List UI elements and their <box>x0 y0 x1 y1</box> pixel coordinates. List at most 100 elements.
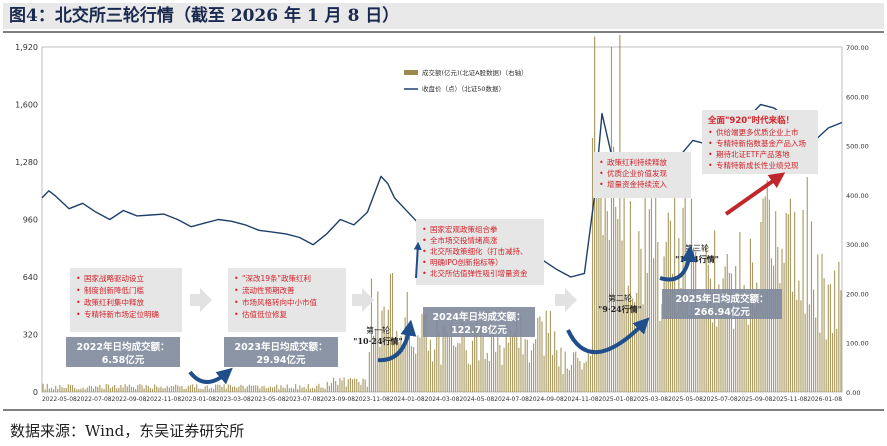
legend-swatch-turnover <box>404 70 418 75</box>
legend-label-price: 收盘价（点）（北证50数据） <box>422 84 505 93</box>
note-line: 制度创新降低门槛 <box>84 285 144 295</box>
note-box-1 <box>70 268 182 332</box>
x-tick-label: 2025-11-08 <box>772 396 807 403</box>
note-bullet: • <box>422 269 427 278</box>
stat-value: 29.94亿元 <box>256 354 306 366</box>
note-line: 专精特新成长性业绩兑现 <box>716 160 799 170</box>
right-tick-label: 700.00 <box>846 44 869 52</box>
note-bullet: • <box>599 180 604 189</box>
plot-frame <box>41 46 843 393</box>
note-box-4 <box>593 152 691 198</box>
note-bullet: • <box>422 236 427 245</box>
note-line: 明确IPO创新指标等） <box>430 257 503 267</box>
x-tick-label: 2022-11-08 <box>146 396 181 403</box>
right-tick-label: 500.00 <box>846 143 869 151</box>
note-line: 专精特新市场定位明确 <box>84 309 159 319</box>
note-bullet: • <box>708 150 713 159</box>
right-tick-label: 400.00 <box>846 192 869 200</box>
round-label-name: "1·14行情" <box>675 254 719 264</box>
note-bullet: • <box>599 158 604 167</box>
curve-arrow <box>659 245 697 282</box>
round-label: 第三轮 <box>685 243 709 253</box>
note-line: 市场风格转向中小市值 <box>242 297 317 307</box>
note-line: "深改19条"政策红利 <box>242 273 311 283</box>
note-bullet: • <box>708 139 713 148</box>
x-tick-label: 2023-03-08 <box>216 396 251 403</box>
round-label-name: "9·24行情" <box>598 304 642 314</box>
note-box-5 <box>702 110 818 174</box>
note-line: 国家战略驱动设立 <box>84 273 144 283</box>
left-tick-label: 0 <box>33 388 38 397</box>
x-tick-label: 2024-05-08 <box>459 396 494 403</box>
x-tick-label: 2024-01-08 <box>390 396 425 403</box>
note-line: 国家宏观政策组合拳 <box>430 224 498 234</box>
stat-label: 2022年日均成交额： <box>77 341 170 353</box>
x-tick-label: 2023-09-08 <box>320 396 355 403</box>
note-box-3 <box>416 219 544 285</box>
curve-arrow <box>377 319 417 363</box>
note-bullet: • <box>708 161 713 170</box>
left-tick-label: 1,920 <box>15 43 38 52</box>
note-bullet: • <box>76 274 81 283</box>
curve-arrow <box>566 317 650 355</box>
x-tick-label: 2024-07-08 <box>494 396 529 403</box>
round-label-name: "10·24行情" <box>353 336 402 346</box>
right-tick-label: 100.00 <box>846 340 869 348</box>
note-bullet: • <box>422 258 427 267</box>
flow-arrow <box>555 288 577 312</box>
x-tick-label: 2023-11-08 <box>355 396 390 403</box>
right-tick-label: 300.00 <box>846 241 869 249</box>
note-bullet: • <box>234 274 239 283</box>
trend-arrow <box>724 172 786 216</box>
note-line: 增量资金持续流入 <box>607 179 667 189</box>
stat-box-2 <box>224 337 338 367</box>
flow-arrow <box>190 288 212 312</box>
x-tick-label: 2024-09-08 <box>529 396 564 403</box>
right-tick-label: 600.00 <box>846 93 869 101</box>
note-bullet: • <box>422 247 427 256</box>
stat-box-3 <box>423 307 535 337</box>
stat-box-4 <box>662 289 782 319</box>
x-tick-label: 2024-03-08 <box>425 396 460 403</box>
right-tick-label: 0.00 <box>846 389 860 397</box>
x-tick-label: 2022-05-08 <box>42 396 77 403</box>
round-label: 第一轮 <box>366 325 390 335</box>
note-line: 供给端更多优质企业上市 <box>716 127 799 137</box>
x-tick-label: 2025-07-08 <box>703 396 738 403</box>
x-tick-label: 2023-07-08 <box>285 396 320 403</box>
x-tick-label: 2026-01-08 <box>807 396 842 403</box>
x-tick-label: 2024-11-08 <box>564 396 599 403</box>
note-line: 北交所政策细化（打击减持、 <box>430 246 528 256</box>
data-source: 数据来源：Wind，东吴证券研究所 <box>10 422 245 440</box>
x-tick-label: 2023-01-08 <box>181 396 216 403</box>
note-line: 专精特新指数基金产品入场 <box>716 138 806 148</box>
note-bullet: • <box>234 286 239 295</box>
note-bullet: • <box>234 298 239 307</box>
left-tick-label: 960 <box>23 216 38 225</box>
x-tick-label: 2025-01-08 <box>598 396 633 403</box>
stat-label: 2025年日均成交额： <box>676 293 769 305</box>
note-box-2 <box>228 268 346 332</box>
note-bullet: • <box>234 310 239 319</box>
x-tick-label: 2022-07-08 <box>77 396 112 403</box>
note-line: 优质企业价值发现 <box>607 168 667 178</box>
note-bullet: • <box>599 169 604 178</box>
bottom-divider <box>3 409 884 411</box>
note-line: 流动性预期改善 <box>242 285 295 295</box>
left-tick-label: 1,280 <box>15 158 38 167</box>
note-title: 全面"920"时代来临！ <box>707 115 794 126</box>
note-bullet: • <box>422 225 427 234</box>
stat-value: 266.94亿元 <box>694 306 750 318</box>
turnover-bars <box>42 34 842 392</box>
left-tick-label: 1,600 <box>15 101 38 110</box>
x-tick-label: 2025-05-08 <box>668 396 703 403</box>
note-line: 政策红利持续释放 <box>607 157 667 167</box>
flow-arrow <box>352 288 374 312</box>
stat-label: 2024年日均成交额： <box>433 311 526 323</box>
top-divider <box>3 31 884 33</box>
left-tick-label: 320 <box>23 331 38 340</box>
figure-title: 图4：北交所三轮行情（截至 2026 年 1 月 8 日） <box>3 3 884 29</box>
note-line: 北交所估值弹性吸引增量资金 <box>430 268 528 278</box>
left-tick-label: 640 <box>23 273 38 282</box>
